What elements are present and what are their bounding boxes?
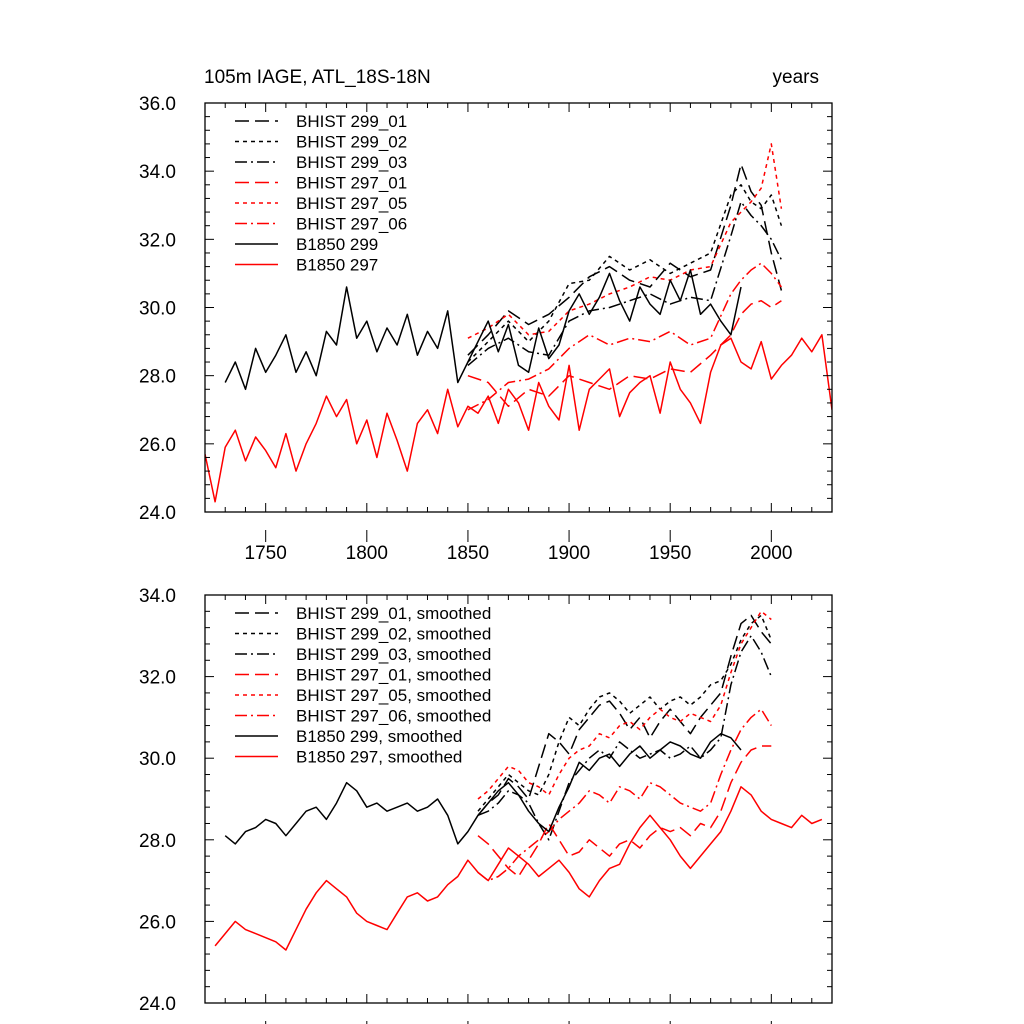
bottom-panel: 24.0 26.0 28.0 30.0 32.0 34.0 BHIST 299_01, sm… xyxy=(139,586,833,1024)
series-line-4 xyxy=(467,143,783,339)
y-tick-label: 34.0 xyxy=(139,586,176,607)
legend-label: B1850 297, smoothed xyxy=(296,748,462,767)
legend-label: BHIST 299_02 xyxy=(296,133,407,152)
legend-label: BHIST 297_01, smoothed xyxy=(296,666,491,685)
legend-label: BHIST 299_03 xyxy=(296,153,407,172)
series-line-5 xyxy=(467,262,783,411)
y-tick-label: 26.0 xyxy=(139,912,176,933)
x-tick-label: 1750 xyxy=(245,543,287,564)
chart-title-left: 105m IAGE, ATL_18S-18N xyxy=(204,67,431,88)
series-line-4 xyxy=(477,610,772,800)
series-line-7 xyxy=(214,786,823,951)
series-line-6 xyxy=(224,269,742,391)
plot-frame xyxy=(204,594,833,1004)
y-tick-label: 36.0 xyxy=(139,94,176,115)
series-line-3 xyxy=(477,745,772,878)
series-line-6 xyxy=(224,732,742,845)
legend-label: BHIST 299_02, smoothed xyxy=(296,625,491,644)
y-tick-label: 32.0 xyxy=(139,230,176,251)
x-tick-label: 1900 xyxy=(548,543,590,564)
x-tick-label: 1950 xyxy=(649,543,691,564)
y-tick-label: 26.0 xyxy=(139,435,176,456)
top-panel: 24.0 26.0 28.0 30.0 32.0 34.0 36.0 1750 1800 1850… xyxy=(139,94,833,564)
legend-label: BHIST 299_01 xyxy=(296,112,407,131)
legend-label: B1850 299 xyxy=(296,235,378,254)
legend-label: BHIST 299_03, smoothed xyxy=(296,645,491,664)
series-line-0 xyxy=(467,163,783,356)
series-line-7 xyxy=(205,334,832,503)
series-line-1 xyxy=(467,184,783,363)
series-line-0 xyxy=(477,614,772,816)
series-line-5 xyxy=(477,708,772,882)
legend-label: BHIST 297_05, smoothed xyxy=(296,686,491,705)
y-tick-label: 30.0 xyxy=(139,299,176,320)
y-tick-label: 30.0 xyxy=(139,749,176,770)
y-tick-label: 28.0 xyxy=(139,367,176,388)
series-line-2 xyxy=(477,635,772,841)
y-tick-label: 32.0 xyxy=(139,668,176,689)
legend-label: B1850 299, smoothed xyxy=(296,727,462,746)
legend-label: BHIST 297_01 xyxy=(296,174,407,193)
series-line-3 xyxy=(467,299,782,408)
chart-title-right: years xyxy=(773,67,819,88)
y-tick-label: 34.0 xyxy=(139,162,176,183)
x-tick-label: 2000 xyxy=(750,543,792,564)
legend-label: BHIST 299_01, smoothed xyxy=(296,604,491,623)
x-tick-label: 1800 xyxy=(346,543,388,564)
series-line-1 xyxy=(477,614,772,812)
series-line-2 xyxy=(467,201,783,366)
legend-label: BHIST 297_05 xyxy=(296,194,407,213)
y-tick-label: 24.0 xyxy=(139,503,176,524)
y-tick-label: 28.0 xyxy=(139,831,176,852)
legend-label: BHIST 297_06, smoothed xyxy=(296,707,491,726)
legend-label: BHIST 297_06 xyxy=(296,215,407,234)
legend-label: B1850 297 xyxy=(296,256,378,275)
x-tick-label: 1850 xyxy=(447,543,489,564)
y-tick-label: 24.0 xyxy=(139,994,176,1015)
